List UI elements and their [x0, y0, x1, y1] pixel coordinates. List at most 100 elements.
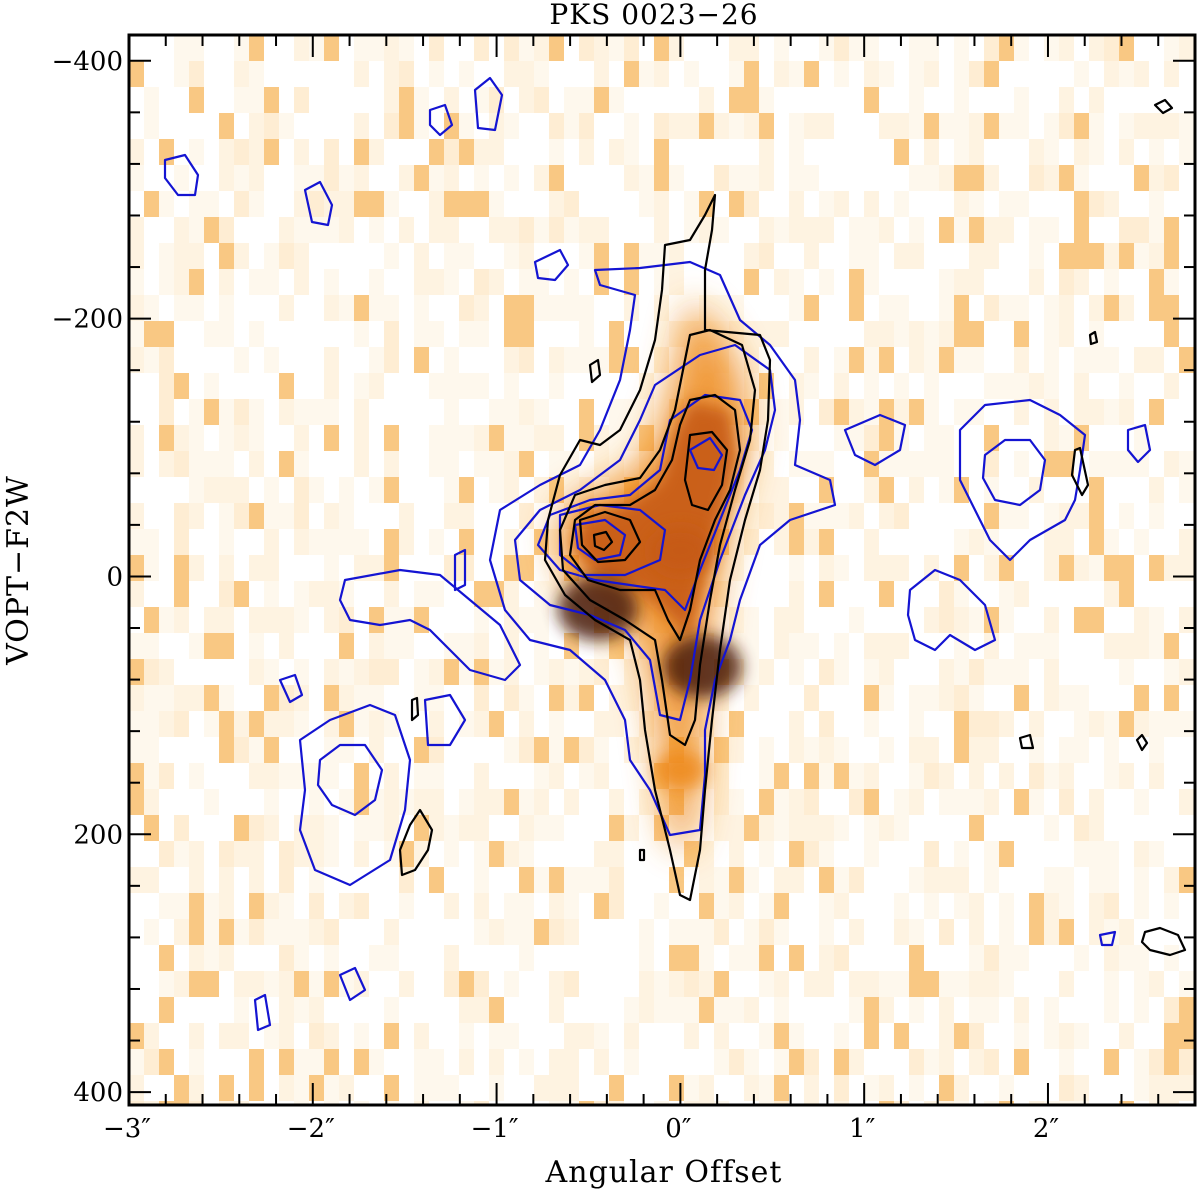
noise-cell [189, 295, 204, 321]
noise-cell [129, 295, 144, 321]
noise-cell [1164, 321, 1179, 347]
blue-contour-4 [558, 503, 667, 577]
noise-cell [264, 269, 279, 295]
noise-cell [774, 399, 789, 425]
noise-cell [729, 555, 744, 581]
noise-cell [894, 191, 909, 217]
noise-cell [189, 1101, 204, 1105]
noise-cell [969, 971, 984, 997]
noise-cell [849, 217, 864, 243]
noise-cell [789, 711, 804, 737]
noise-cell [204, 607, 219, 633]
black-contour-se-1 [1140, 926, 1187, 957]
noise-cell [354, 425, 369, 451]
noise-cell [819, 113, 834, 139]
noise-cell [804, 685, 819, 711]
noise-cell [174, 555, 189, 581]
noise-cell [234, 61, 249, 87]
noise-cell [324, 399, 339, 425]
noise-cell [429, 451, 444, 477]
noise-cell [1104, 529, 1119, 555]
noise-cell [984, 711, 999, 737]
noise-cell [789, 113, 804, 139]
noise-cell [999, 971, 1014, 997]
noise-cell [354, 1101, 369, 1105]
noise-cell [879, 399, 894, 425]
noise-cell [744, 35, 759, 61]
noise-cell [999, 113, 1014, 139]
noise-cell [864, 685, 879, 711]
noise-cell [1044, 373, 1059, 399]
noise-cell [819, 659, 834, 685]
noise-cell [969, 113, 984, 139]
noise-cell [819, 191, 834, 217]
noise-cell [1134, 243, 1149, 269]
noise-cell [1104, 893, 1119, 919]
noise-cell [699, 841, 714, 867]
noise-cell [924, 971, 939, 997]
noise-cell [879, 503, 894, 529]
noise-cell [264, 555, 279, 581]
noise-cell [729, 711, 744, 737]
noise-cell [354, 295, 369, 321]
noise-cell [234, 1023, 249, 1049]
noise-cell [159, 1049, 174, 1075]
noise-cell [594, 867, 609, 893]
noise-cell [909, 113, 924, 139]
noise-cell [1059, 789, 1074, 815]
noise-cell [1029, 243, 1044, 269]
noise-cell [834, 815, 849, 841]
noise-cell [219, 685, 234, 711]
noise-cell [654, 191, 669, 217]
noise-cell [519, 919, 534, 945]
noise-cell [1119, 1023, 1134, 1049]
noise-cell [864, 633, 879, 659]
noise-cell [129, 737, 144, 763]
noise-cell [189, 1075, 204, 1101]
noise-cell [879, 1075, 894, 1101]
noise-cell [429, 737, 444, 763]
noise-cell [264, 607, 279, 633]
noise-cell [414, 295, 429, 321]
noise-cell [759, 399, 774, 425]
noise-cell [924, 61, 939, 87]
noise-cell [189, 451, 204, 477]
noise-cell [324, 945, 339, 971]
noise-cell [864, 87, 879, 113]
noise-cell [939, 971, 954, 997]
noise-cell [534, 165, 549, 191]
noise-cell [1059, 971, 1074, 997]
noise-cell [714, 165, 729, 191]
noise-cell [1089, 451, 1104, 477]
noise-cell [954, 867, 969, 893]
noise-cell [594, 763, 609, 789]
noise-cell [939, 321, 954, 347]
noise-cell [144, 919, 159, 945]
noise-cell [1074, 269, 1089, 295]
noise-cell [429, 581, 444, 607]
noise-cell [429, 269, 444, 295]
noise-cell [189, 243, 204, 269]
noise-cell [669, 1075, 684, 1101]
noise-cell [1164, 1101, 1179, 1105]
noise-cell [744, 165, 759, 191]
noise-cell [654, 347, 669, 373]
noise-cell [429, 815, 444, 841]
noise-cell [414, 347, 429, 373]
noise-cell [474, 425, 489, 451]
noise-cell [1059, 1049, 1074, 1075]
noise-cell [294, 763, 309, 789]
noise-cell [159, 971, 174, 997]
noise-cell [864, 425, 879, 451]
noise-cell [1179, 139, 1194, 165]
noise-cell [429, 35, 444, 61]
noise-cell [609, 425, 624, 451]
noise-cell [1044, 217, 1059, 243]
noise-cell [894, 295, 909, 321]
noise-cell [714, 295, 729, 321]
noise-cell [339, 529, 354, 555]
noise-cell [789, 737, 804, 763]
noise-cell [834, 893, 849, 919]
noise-cell [864, 997, 879, 1023]
noise-cell [714, 737, 729, 763]
